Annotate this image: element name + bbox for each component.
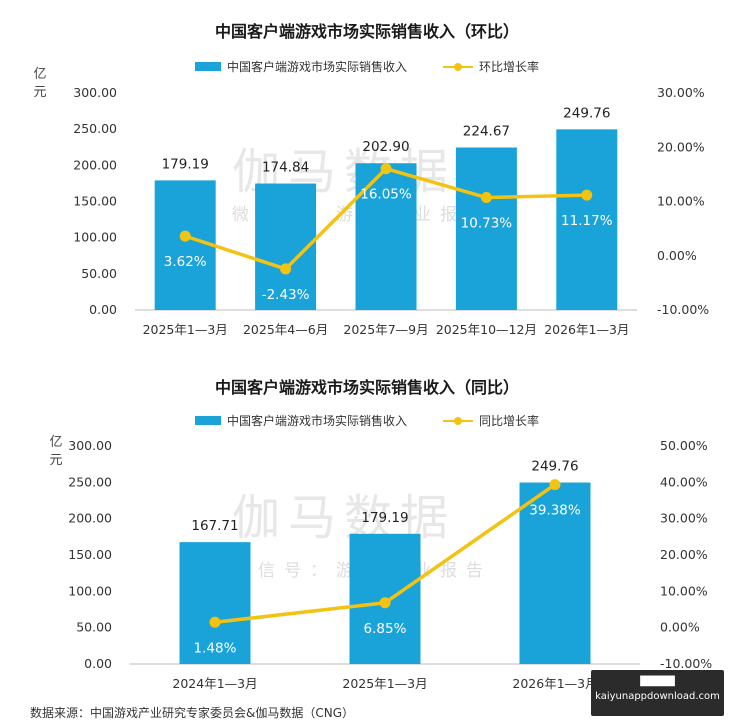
chart-plot: 0.00 50.00 100.00 150.00 200.00 250.00 300.00 -… bbox=[73, 85, 709, 337]
left-axis-tick-label: 100.00 bbox=[73, 230, 117, 245]
left-axis-tick-label: 150.00 bbox=[73, 194, 117, 209]
legend-bar-swatch bbox=[194, 62, 221, 71]
bar-value-label: 167.71 bbox=[191, 518, 238, 534]
chart-title: 中国客户端游戏市场实际销售收入（同比） bbox=[214, 378, 519, 397]
site-badge-url[interactable]: kaiyunappdownload.com bbox=[595, 691, 720, 702]
category-label: 2025年1—3月 bbox=[143, 322, 228, 337]
chart-qoq: 中国客户端游戏市场实际销售收入（环比） 中国客户端游戏市场实际销售收入 环比增长… bbox=[0, 0, 734, 360]
bar-value-label: 249.76 bbox=[531, 459, 578, 475]
legend-line-swatch bbox=[443, 416, 473, 426]
line-point bbox=[581, 189, 593, 201]
y-axis-unit-label: 亿元 bbox=[49, 435, 63, 468]
site-badge[interactable]: █████ kaiyunappdownload.com bbox=[591, 670, 724, 716]
site-badge-title: █████ bbox=[640, 677, 675, 687]
chart-plot: 0.00 50.00 100.00 150.00 200.00 250.00 300.00 -… bbox=[68, 438, 712, 691]
line-point bbox=[480, 192, 492, 204]
legend: 中国客户端游戏市场实际销售收入 环比增长率 bbox=[0, 58, 734, 75]
line-point bbox=[549, 479, 561, 491]
legend-item-bar: 中国客户端游戏市场实际销售收入 bbox=[194, 58, 407, 75]
legend-line-swatch bbox=[443, 62, 473, 72]
line-value-label: 3.62% bbox=[164, 254, 207, 270]
left-axis-tick-label: 0.00 bbox=[89, 302, 117, 317]
legend-item-line: 同比增长率 bbox=[443, 412, 539, 429]
line-value-label: 39.38% bbox=[529, 503, 581, 519]
line-value-label: 10.73% bbox=[461, 216, 513, 232]
legend-bar-swatch bbox=[194, 416, 221, 425]
chart-title: 中国客户端游戏市场实际销售收入（环比） bbox=[214, 22, 519, 41]
right-axis-tick-label: 20.00% bbox=[657, 139, 705, 154]
bar bbox=[355, 163, 417, 310]
bar-value-label: 249.76 bbox=[563, 105, 610, 121]
legend-line-label: 同比增长率 bbox=[479, 414, 540, 428]
category-label: 2025年1—3月 bbox=[342, 676, 427, 691]
bar-value-label: 202.90 bbox=[362, 139, 409, 155]
bar-value-label: 224.67 bbox=[463, 123, 510, 139]
right-axis-tick-label: 50.00% bbox=[660, 438, 708, 453]
right-axis-tick-label: 30.00% bbox=[657, 85, 705, 100]
right-axis-tick-label: 40.00% bbox=[660, 474, 708, 489]
left-axis-tick-label: 250.00 bbox=[68, 474, 112, 489]
bar-value-label: 179.19 bbox=[361, 510, 408, 526]
y-axis-unit-label: 亿元 bbox=[33, 67, 47, 100]
left-axis-tick-label: 200.00 bbox=[68, 511, 112, 526]
line-value-label: 11.17% bbox=[561, 213, 613, 229]
line-value-label: 16.05% bbox=[360, 187, 412, 203]
left-axis-tick-label: 150.00 bbox=[68, 547, 112, 562]
bar-value-label: 174.84 bbox=[262, 160, 309, 176]
line-value-label: 1.48% bbox=[194, 640, 237, 656]
right-axis-tick-label: 10.00% bbox=[660, 583, 708, 598]
left-axis-tick-label: 100.00 bbox=[68, 583, 112, 598]
bar bbox=[519, 482, 591, 664]
right-axis-tick-label: 30.00% bbox=[660, 511, 708, 526]
category-label: 2024年1—3月 bbox=[172, 676, 257, 691]
legend-item-line: 环比增长率 bbox=[443, 58, 539, 75]
left-axis-tick-label: 0.00 bbox=[84, 656, 112, 671]
bar bbox=[154, 180, 216, 310]
category-label: 2026年1—3月 bbox=[544, 322, 629, 337]
right-axis-tick-label: 0.00% bbox=[657, 248, 697, 263]
legend-bar-label: 中国客户端游戏市场实际销售收入 bbox=[226, 414, 407, 428]
category-label: 2026年1—3月 bbox=[512, 676, 597, 691]
category-label: 2025年7—9月 bbox=[343, 322, 428, 337]
bar-value-label: 179.19 bbox=[162, 156, 209, 172]
line-point bbox=[380, 163, 392, 175]
line-point bbox=[379, 597, 391, 609]
line-point bbox=[209, 616, 221, 628]
bar bbox=[179, 542, 251, 664]
left-axis-tick-label: 50.00 bbox=[81, 266, 117, 281]
chart-yoy: 中国客户端游戏市场实际销售收入（同比） 中国客户端游戏市场实际销售收入 同比增长… bbox=[0, 360, 734, 700]
legend: 中国客户端游戏市场实际销售收入 同比增长率 bbox=[0, 412, 734, 429]
legend-line-label: 环比增长率 bbox=[479, 60, 540, 74]
right-axis-tick-label: 10.00% bbox=[657, 194, 705, 209]
left-axis-tick-label: 200.00 bbox=[73, 157, 117, 172]
left-axis-tick-label: 250.00 bbox=[73, 121, 117, 136]
right-axis-tick-label: 0.00% bbox=[660, 620, 700, 635]
line-point bbox=[280, 263, 292, 275]
left-axis-tick-label: 300.00 bbox=[73, 85, 117, 100]
bar bbox=[455, 147, 517, 310]
left-axis-tick-label: 50.00 bbox=[76, 620, 112, 635]
legend-item-bar: 中国客户端游戏市场实际销售收入 bbox=[194, 412, 407, 429]
legend-bar-label: 中国客户端游戏市场实际销售收入 bbox=[226, 60, 407, 74]
line-value-label: -2.43% bbox=[262, 287, 310, 303]
category-label: 2025年4—6月 bbox=[243, 322, 328, 337]
bar bbox=[556, 129, 618, 310]
source-note: 数据来源：中国游戏产业研究专家委员会&伽马数据（CNG） bbox=[30, 706, 355, 720]
line-value-label: 6.85% bbox=[364, 621, 407, 637]
category-label: 2025年10—12月 bbox=[436, 322, 537, 337]
right-axis-tick-label: -10.00% bbox=[660, 656, 712, 671]
line-point bbox=[179, 230, 191, 242]
right-axis-tick-label: -10.00% bbox=[657, 302, 709, 317]
right-axis-tick-label: 20.00% bbox=[660, 547, 708, 562]
left-axis-tick-label: 300.00 bbox=[68, 438, 112, 453]
